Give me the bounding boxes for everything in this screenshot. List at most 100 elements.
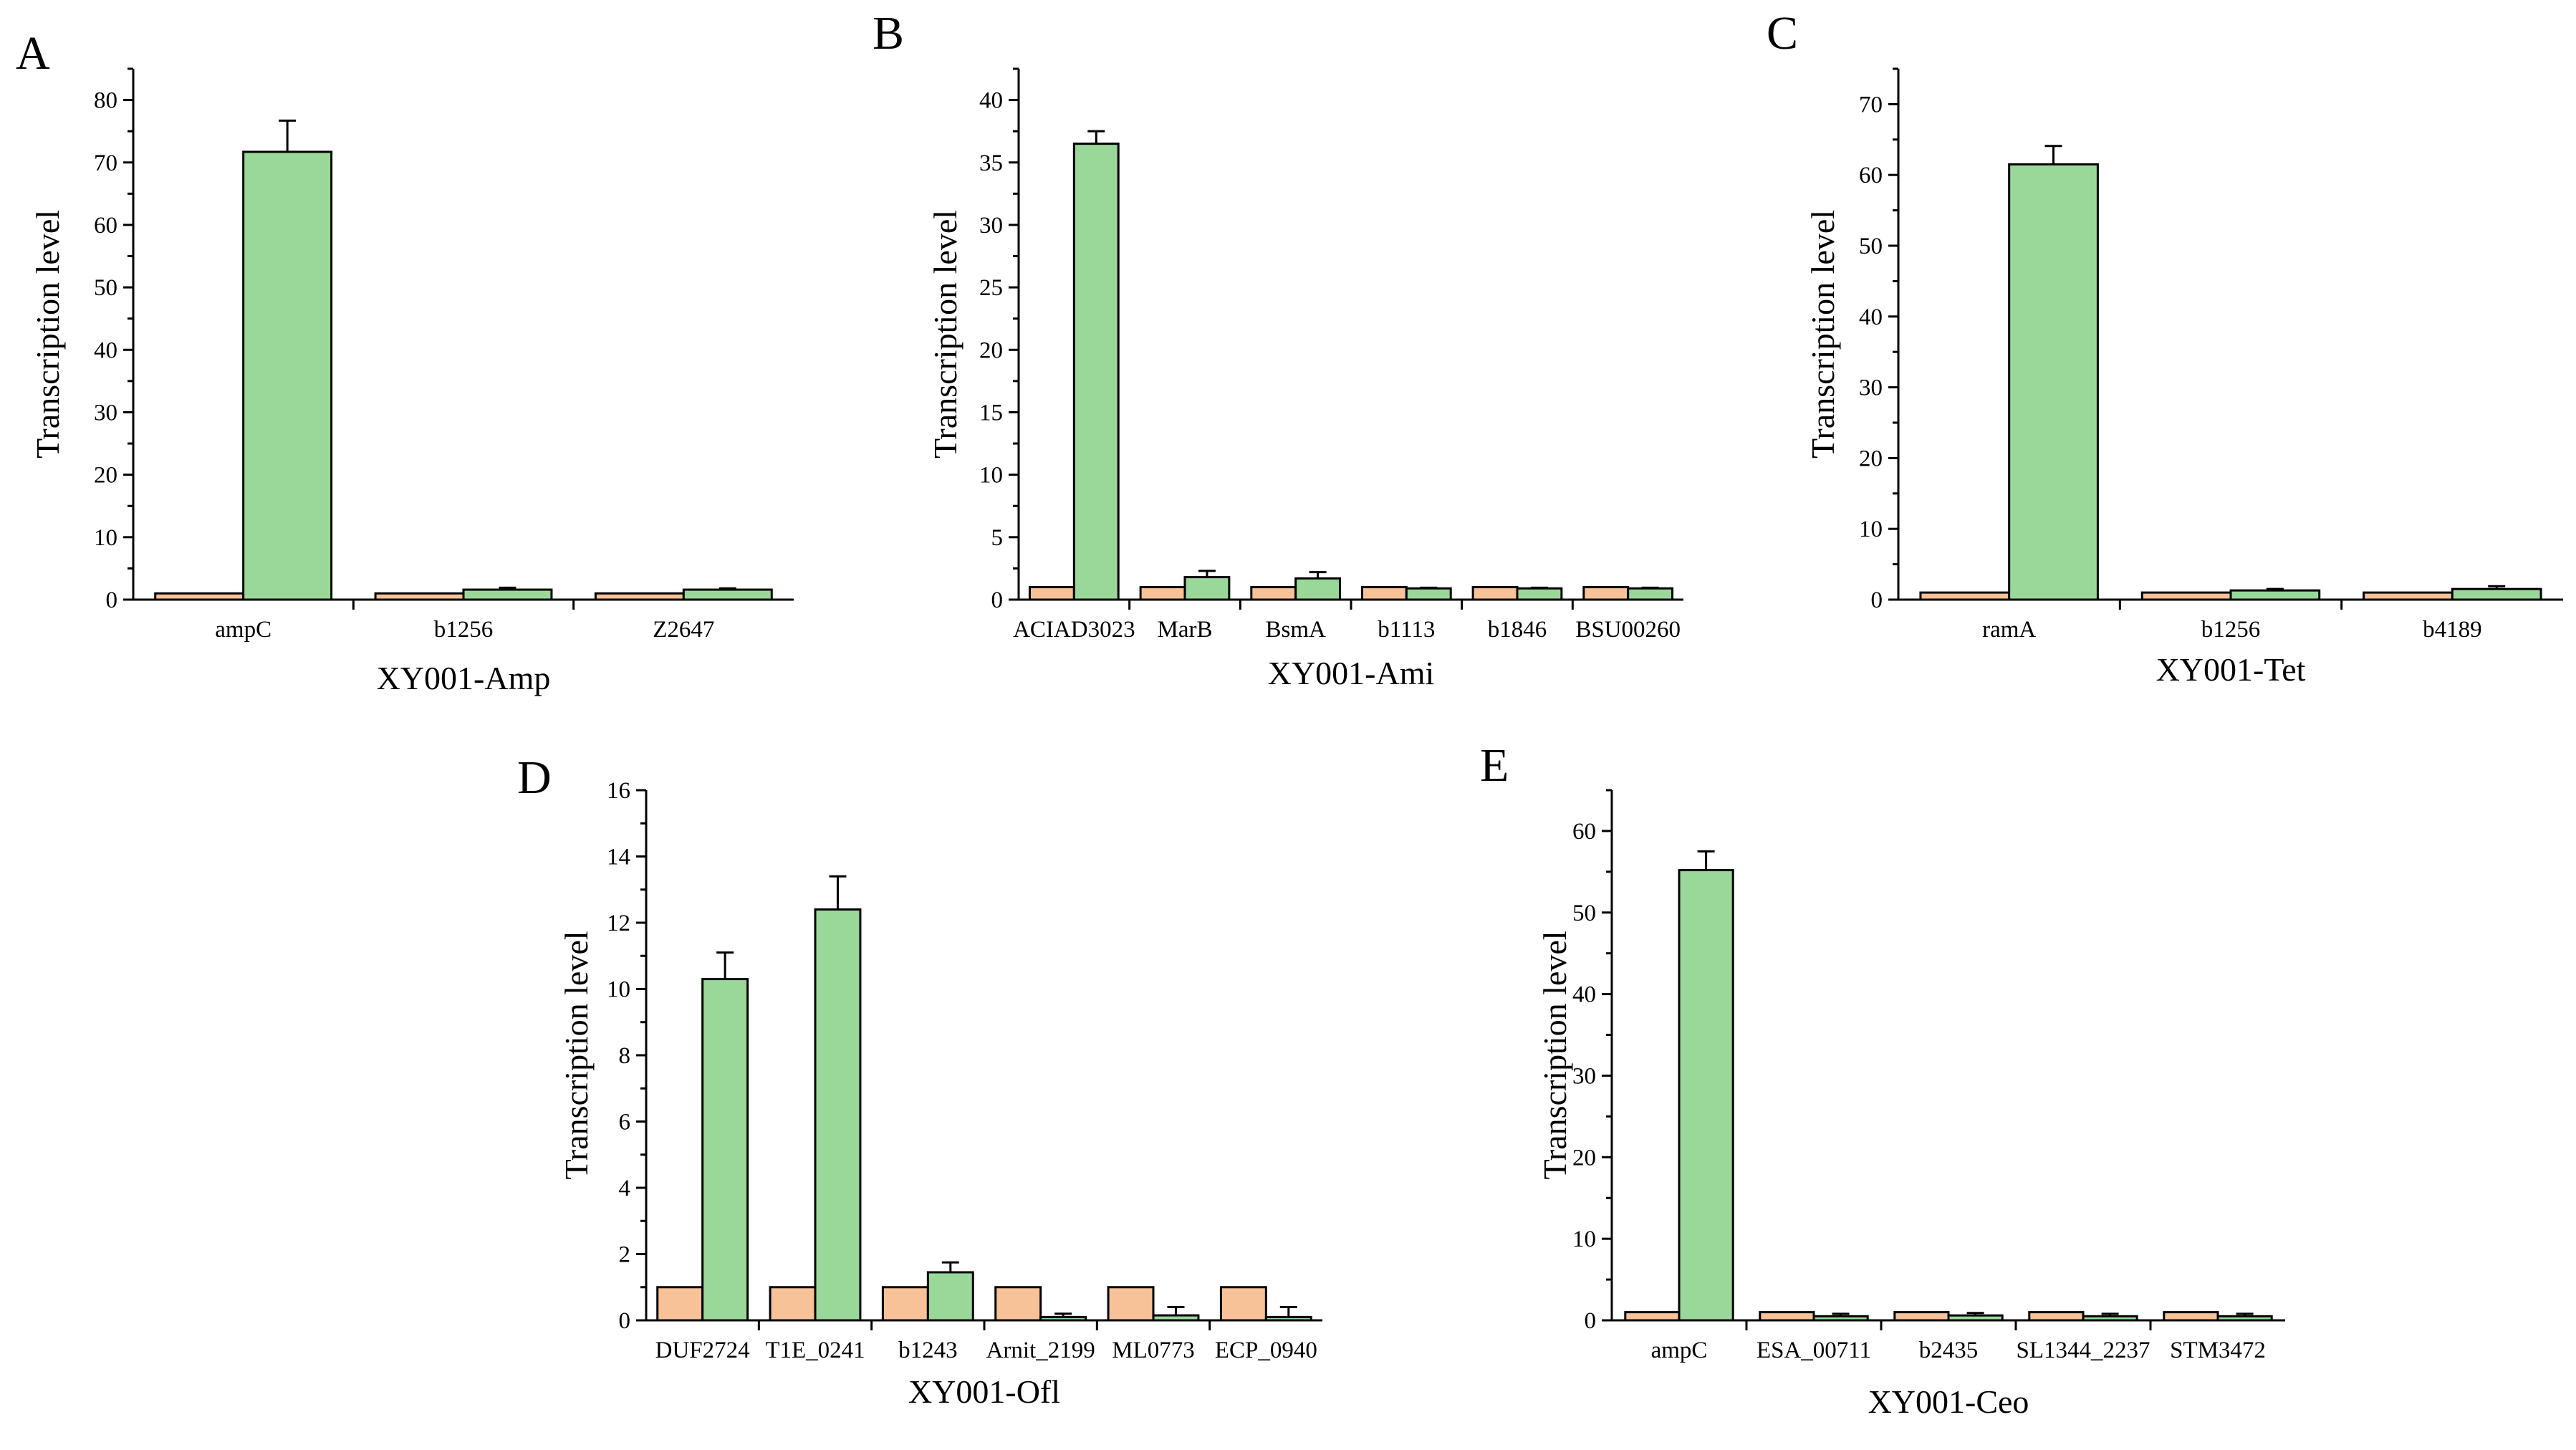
y-tick-label: 30 (1859, 375, 1883, 401)
bar-control (1250, 586, 1297, 601)
y-tick-label: 0 (619, 1308, 631, 1334)
chart-title: XY001-Ami (1268, 655, 1435, 691)
x-tick-label: ampC (215, 617, 271, 643)
bar-treated (814, 908, 862, 1322)
x-tick-label: ML0773 (1112, 1338, 1195, 1363)
y-tick-label: 40 (1572, 982, 1596, 1008)
x-tick-label: ramA (1982, 617, 2036, 643)
x-tick-label: ampC (1651, 1338, 1708, 1363)
bar-control (1624, 1311, 1681, 1322)
x-tick-label: ECP_0940 (1215, 1338, 1317, 1363)
bar-treated (462, 588, 553, 601)
bar-control (1360, 586, 1408, 601)
y-tick-label: 25 (979, 275, 1003, 301)
y-tick-label: 40 (979, 88, 1003, 114)
y-tick-label: 60 (1859, 163, 1883, 188)
bar-control (374, 592, 465, 601)
bar-control (1139, 586, 1186, 601)
y-axis-label: Transcription level (558, 931, 595, 1179)
y-tick-label: 40 (1859, 304, 1883, 330)
bar-treated (1072, 143, 1120, 601)
bar-control (1219, 1286, 1267, 1322)
x-tick-label: Z2647 (653, 617, 714, 643)
x-tick-label: ESA_00711 (1756, 1338, 1871, 1363)
bar-control (1471, 586, 1519, 601)
chart-title: XY001-Amp (377, 660, 551, 696)
bar-treated (242, 150, 333, 601)
y-tick-label: 30 (94, 400, 117, 426)
y-tick-label: 10 (1859, 517, 1883, 542)
x-tick-label: b1256 (434, 617, 494, 643)
panel-d: 0 2 4 6 8 10 12 14 16 DUF2724 T1E_0241 b1243 Arnit_2… (517, 752, 1322, 1410)
y-tick-label: 10 (979, 463, 1003, 489)
bar-treated (926, 1271, 974, 1322)
panel-c: 0 10 20 30 40 50 60 70 ramA b1256 b4189 Transcripti… (1767, 7, 2563, 688)
panel-a: 0 10 20 30 40 50 60 70 80 ampC b1256 Z2647 Transcrip… (16, 27, 794, 696)
y-axis-label: Transcription level (29, 210, 66, 458)
y-tick-label: 50 (1572, 901, 1596, 926)
x-tick-label: b4189 (2423, 617, 2482, 643)
bar-control (2028, 1311, 2085, 1322)
y-tick-label: 35 (979, 150, 1003, 176)
bar-treated (2229, 589, 2321, 601)
bar-control (1107, 1286, 1155, 1322)
y-tick-label: 20 (94, 463, 117, 489)
chart-title: XY001-Tet (2156, 651, 2306, 688)
y-tick-label: 0 (1585, 1308, 1597, 1334)
y-tick-label: 16 (607, 778, 630, 804)
bar-treated (1516, 587, 1563, 601)
panel-letter: B (873, 7, 904, 59)
bar-treated (1264, 1315, 1312, 1322)
panel-b: 0 5 10 15 20 25 30 35 40 ACIAD3023 MarB BsmA b1113 b1… (873, 7, 1683, 691)
bar-control (2140, 591, 2232, 601)
bar-treated (1678, 869, 1734, 1322)
bar-control (1893, 1311, 1950, 1322)
y-axis-label: Transcription level (927, 210, 963, 458)
y-tick-label: 30 (979, 213, 1003, 239)
y-tick-label: 14 (607, 845, 630, 870)
y-tick-label: 40 (94, 337, 117, 363)
x-tick-label: b1113 (1378, 617, 1435, 643)
bar-control (769, 1286, 817, 1322)
bar-control (656, 1286, 704, 1322)
bar-control (2163, 1311, 2219, 1322)
bar-treated (1627, 587, 1674, 601)
bar-treated (2216, 1315, 2273, 1322)
bar-treated (2008, 163, 2099, 601)
bar-treated (1947, 1314, 2004, 1322)
x-tick-label: b1846 (1488, 617, 1547, 643)
x-tick-label: b1256 (2201, 617, 2261, 643)
x-tick-label: Arnit_2199 (986, 1338, 1095, 1363)
bar-treated (1294, 577, 1342, 601)
y-tick-label: 50 (1859, 234, 1883, 259)
bar-treated (701, 978, 749, 1322)
y-tick-label: 60 (94, 213, 117, 239)
panel-letter: A (16, 27, 50, 80)
bar-control (2363, 591, 2454, 601)
bar-control (994, 1286, 1042, 1322)
y-tick-label: 10 (1572, 1226, 1596, 1252)
bar-control (1582, 586, 1630, 601)
y-tick-label: 10 (94, 525, 117, 551)
x-tick-label: b2435 (1919, 1338, 1979, 1363)
bar-treated (1183, 576, 1231, 601)
panel-letter: C (1767, 7, 1798, 59)
y-tick-label: 8 (619, 1043, 631, 1069)
y-tick-label: 6 (619, 1110, 631, 1135)
bar-treated (1812, 1315, 1869, 1322)
y-tick-label: 4 (619, 1176, 631, 1201)
panel-letter: E (1480, 739, 1509, 792)
y-tick-label: 50 (94, 275, 117, 301)
bar-treated (1039, 1315, 1087, 1322)
bar-control (1028, 586, 1075, 601)
bar-treated (682, 588, 773, 601)
bar-control (1919, 591, 2011, 601)
y-tick-label: 2 (619, 1242, 631, 1268)
y-tick-label: 80 (94, 88, 117, 114)
y-axis-label: Transcription level (1537, 931, 1573, 1179)
y-tick-label: 0 (106, 587, 118, 613)
y-tick-label: 0 (991, 587, 1004, 613)
bar-treated (2451, 587, 2542, 601)
y-tick-label: 20 (1859, 446, 1883, 471)
